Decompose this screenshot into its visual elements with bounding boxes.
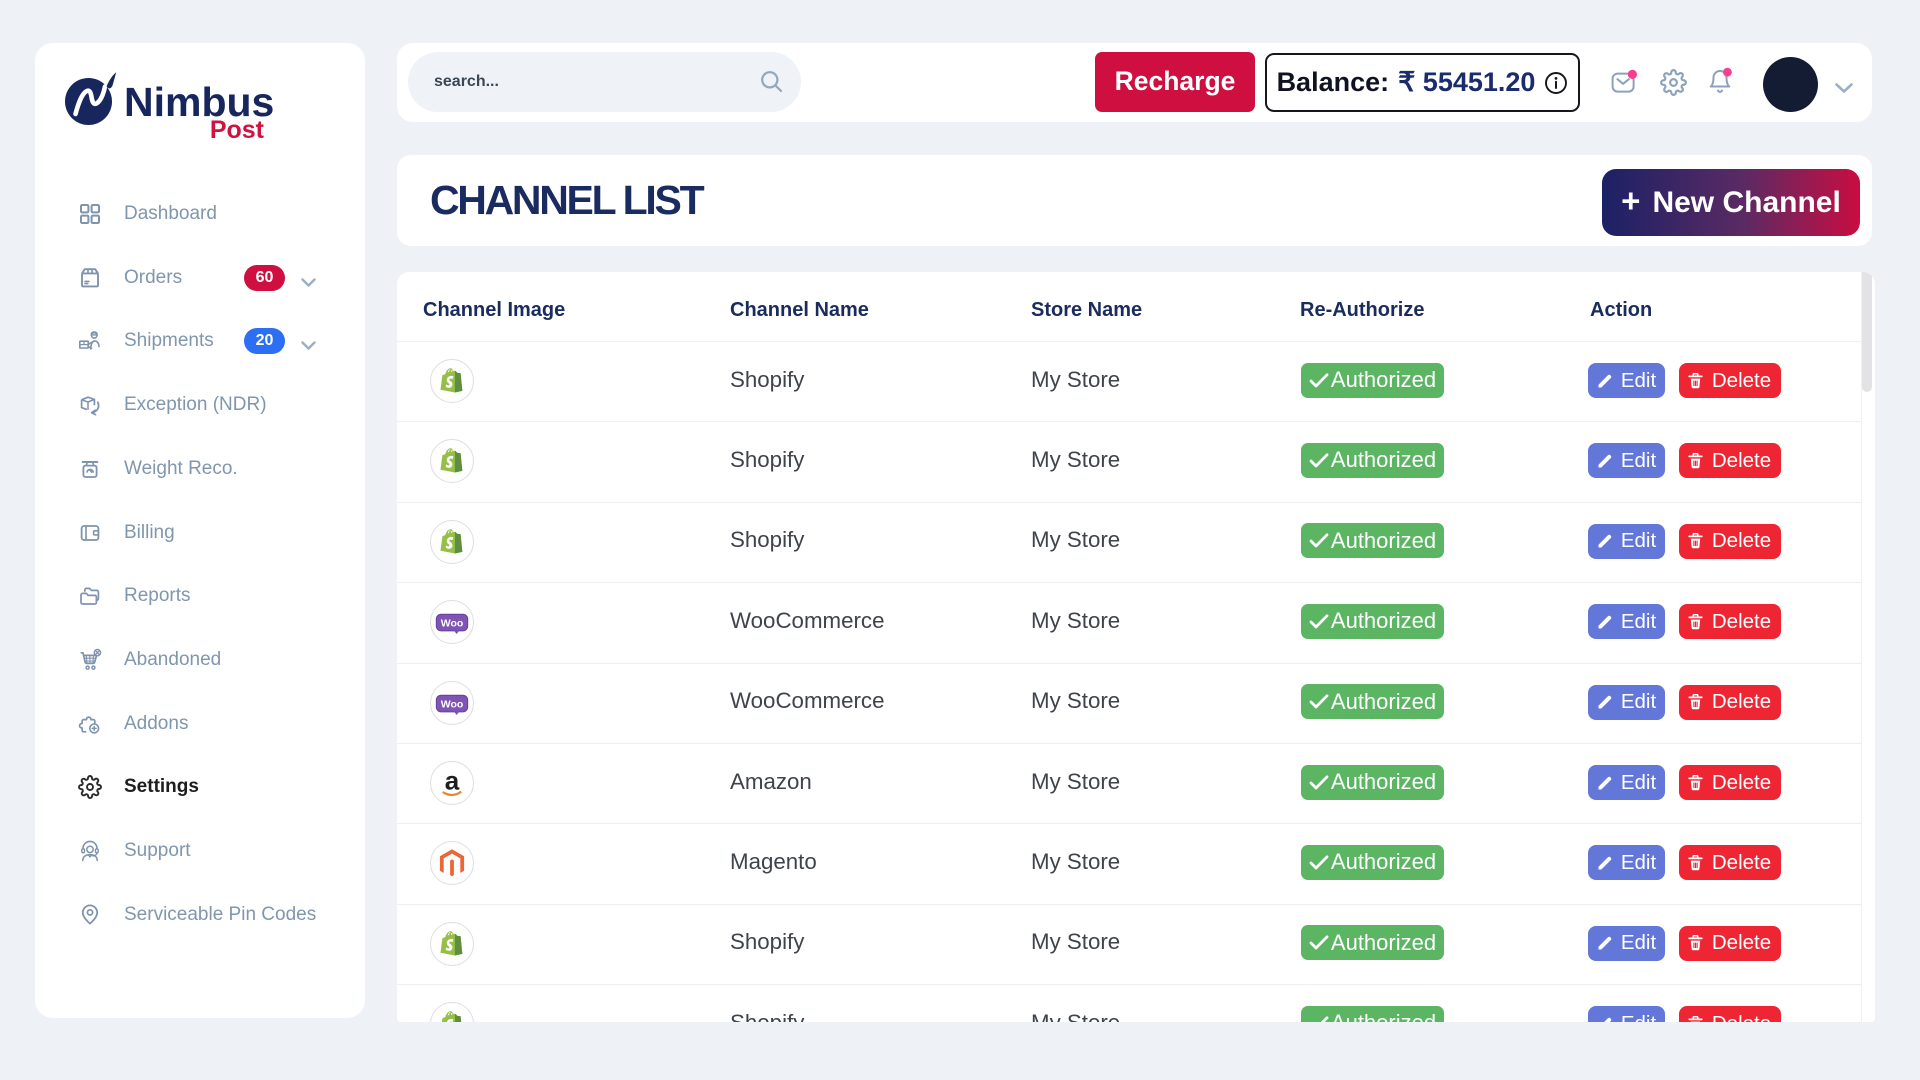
svg-text:a: a bbox=[445, 768, 460, 796]
svg-text:Woo: Woo bbox=[441, 618, 464, 630]
svg-text:Woo: Woo bbox=[441, 698, 464, 710]
